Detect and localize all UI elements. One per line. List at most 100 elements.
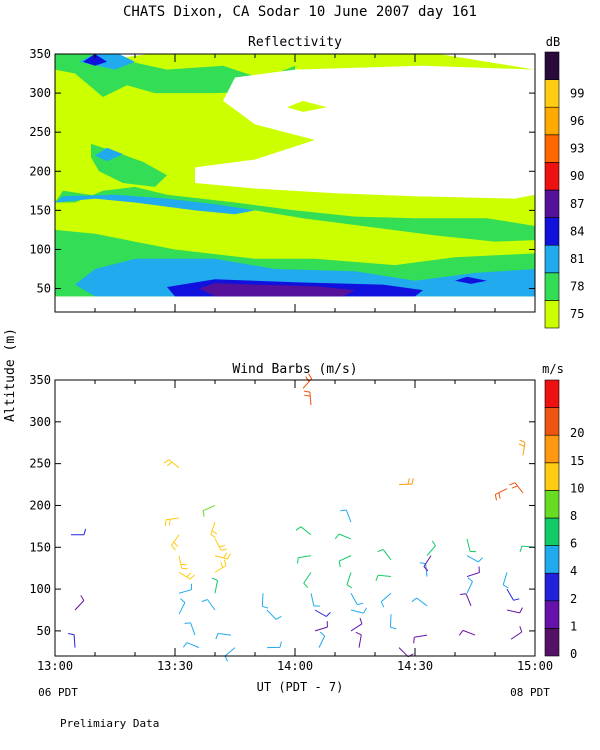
wind-barb-shaft bbox=[382, 549, 392, 561]
wind-barb-flag bbox=[390, 626, 397, 630]
wind-barb bbox=[70, 528, 87, 536]
reflectivity-y-tick-label: 200 bbox=[29, 164, 51, 178]
reflectivity-y-tick-label: 300 bbox=[29, 86, 51, 100]
wind-barb bbox=[303, 390, 312, 406]
wind-barb bbox=[266, 641, 282, 649]
wind-colorbar-label: 0 bbox=[570, 647, 577, 661]
wind-barb bbox=[74, 595, 85, 611]
reflectivity-y-tick-label: 150 bbox=[29, 203, 51, 217]
wind-barb-flag bbox=[467, 577, 473, 582]
wind-barb-flag bbox=[419, 562, 426, 565]
wind-barb bbox=[509, 482, 524, 494]
wind-barb-flag bbox=[262, 605, 269, 609]
wind-barb-shaft bbox=[214, 565, 227, 573]
reflectivity-title: Reflectivity bbox=[248, 35, 342, 50]
wind-colorbar-unit: m/s bbox=[542, 362, 564, 376]
wind-barb-flag bbox=[186, 572, 192, 578]
wind-colorbar-swatch bbox=[544, 462, 560, 491]
wind-y-tick-label: 150 bbox=[29, 540, 51, 554]
reflectivity-colorbar: 75 78 81 84 87 90 93 96 99 bbox=[544, 51, 584, 329]
wind-barb bbox=[210, 522, 218, 539]
footnote: Prelimiary Data bbox=[60, 717, 159, 730]
figure-title: CHATS Dixon, CA Sodar 10 June 2007 day 1… bbox=[123, 4, 477, 20]
wind-barb-shaft bbox=[186, 642, 200, 649]
wind-barb-shaft bbox=[380, 592, 392, 603]
wind-barb-shaft bbox=[178, 602, 186, 615]
wind-barb bbox=[375, 574, 392, 581]
wind-barb-shaft bbox=[168, 459, 180, 469]
wind-barb bbox=[494, 488, 508, 501]
reflectivity-colorbar-label: 93 bbox=[570, 142, 584, 156]
wind-colorbar-swatch bbox=[544, 572, 560, 602]
wind-barb-shaft bbox=[514, 482, 524, 494]
wind-barb-flag bbox=[460, 593, 467, 595]
wind-barb-shaft bbox=[73, 634, 76, 648]
wind-barb-flag bbox=[304, 394, 311, 397]
reflectivity-colorbar-label: 78 bbox=[570, 280, 584, 294]
wind-barb-shaft bbox=[350, 623, 363, 632]
wind-barb-shaft bbox=[506, 609, 520, 614]
wind-barb-shaft bbox=[358, 634, 362, 648]
wind-barb-flag bbox=[407, 478, 410, 485]
wind-colorbar-label: 10 bbox=[570, 481, 584, 495]
wind-barb-shaft bbox=[378, 574, 392, 578]
wind-barb bbox=[303, 572, 312, 589]
reflectivity-colorbar-swatch bbox=[544, 244, 560, 274]
wind-barb-flag bbox=[498, 492, 501, 499]
wind-barb bbox=[338, 555, 352, 568]
wind-barb bbox=[295, 526, 312, 536]
wind-barb-shaft bbox=[465, 593, 472, 607]
wind-barb-flag bbox=[458, 630, 464, 636]
wind-barb-shaft bbox=[214, 555, 228, 560]
wind-colorbar-swatch bbox=[544, 490, 560, 519]
wind-barb bbox=[466, 555, 483, 563]
reflectivity-contour-region bbox=[287, 100, 327, 112]
wind-barb-flag bbox=[509, 482, 516, 486]
wind-barb-shaft bbox=[466, 538, 471, 552]
wind-x-tick-label: 14:00 bbox=[277, 659, 313, 673]
wind-x-tick-label: 14:30 bbox=[397, 659, 433, 673]
wind-colorbar-swatch bbox=[544, 379, 560, 408]
wind-barb-flag bbox=[223, 552, 228, 559]
wind-barb-shaft bbox=[298, 555, 312, 559]
wind-barb-flag bbox=[502, 584, 509, 589]
wind-barb-flag bbox=[518, 443, 525, 447]
wind-barb bbox=[466, 538, 477, 553]
wind-x-tick-label: 13:30 bbox=[157, 659, 193, 673]
wind-barb-flag bbox=[220, 548, 228, 551]
wind-barb bbox=[211, 577, 218, 594]
reflectivity-contour-region bbox=[199, 283, 355, 297]
wind-y-tick-label: 50 bbox=[37, 624, 51, 638]
wind-barb-flag bbox=[377, 548, 384, 553]
wind-barb-shaft bbox=[310, 593, 315, 607]
wind-barb-flag bbox=[431, 540, 436, 547]
y-axis-label: Altitude (m) bbox=[3, 328, 18, 422]
reflectivity-colorbar-swatch bbox=[544, 134, 560, 163]
reflectivity-clear-region bbox=[195, 65, 535, 199]
wind-barb bbox=[163, 459, 180, 469]
wind-barb bbox=[423, 555, 432, 572]
wind-barb bbox=[214, 552, 232, 560]
wind-barb-shaft bbox=[398, 647, 409, 658]
wind-barb-flag bbox=[411, 597, 417, 603]
reflectivity-x-axis bbox=[54, 54, 536, 312]
wind-barb-shaft bbox=[416, 597, 428, 607]
wind-barb-flag bbox=[83, 528, 87, 535]
wind-barb bbox=[466, 566, 480, 578]
wind-barb-shaft bbox=[506, 588, 514, 601]
wind-barb-shaft bbox=[350, 593, 358, 605]
wind-barb-flag bbox=[80, 595, 85, 601]
wind-barb bbox=[202, 504, 216, 517]
reflectivity-y-tick-label: 100 bbox=[29, 242, 51, 256]
wind-barb-shaft bbox=[390, 614, 392, 628]
wind-barb-flag bbox=[319, 631, 326, 637]
wind-barb bbox=[466, 577, 473, 594]
wind-barb-flag bbox=[219, 545, 226, 548]
wind-barb bbox=[314, 609, 331, 617]
wind-x-tick-label: 15:00 bbox=[517, 659, 553, 673]
reflectivity-colorbar-swatch bbox=[544, 106, 560, 136]
wind-barb-flag bbox=[227, 553, 232, 560]
wind-barb-flag bbox=[334, 533, 340, 540]
wind-barb bbox=[261, 593, 269, 609]
wind-colorbar-swatch bbox=[544, 600, 560, 629]
